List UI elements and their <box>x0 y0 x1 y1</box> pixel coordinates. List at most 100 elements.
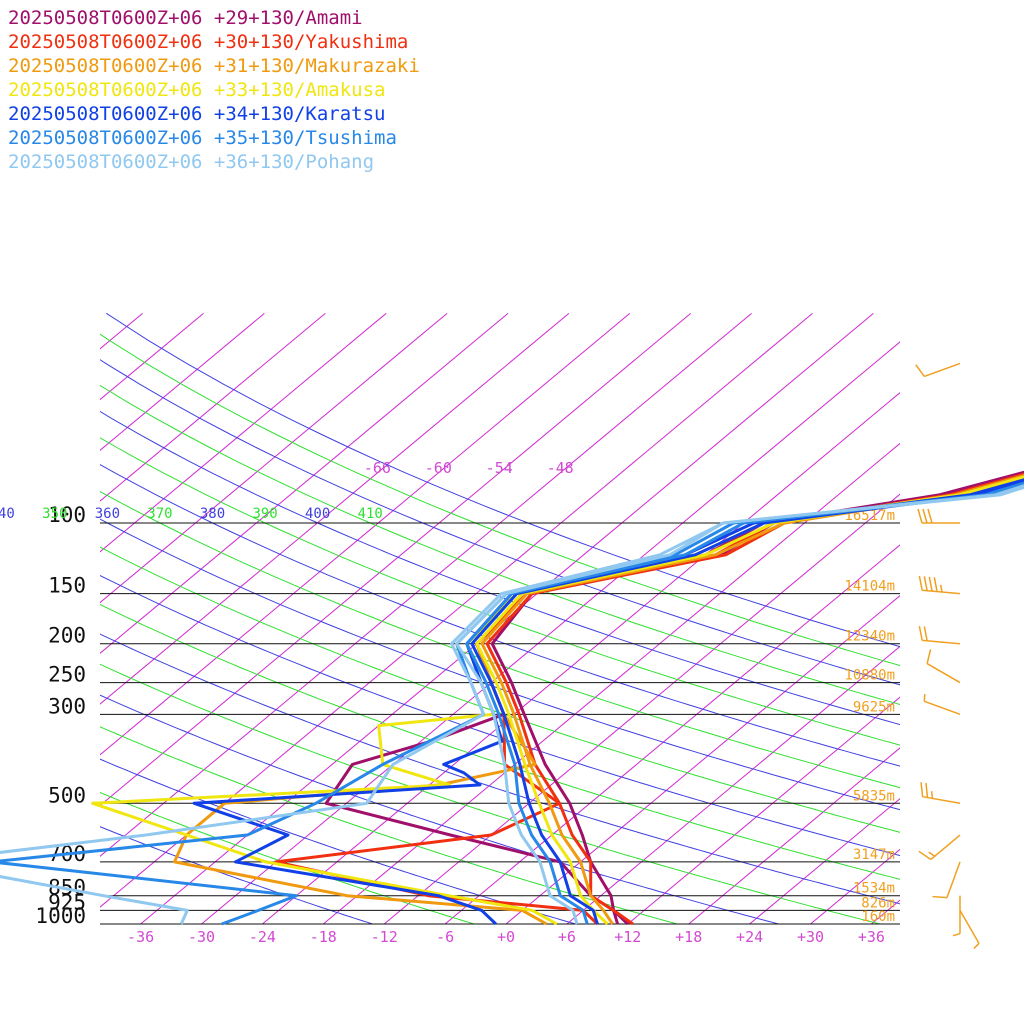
wind-barb-staff <box>930 834 961 861</box>
temperature-tick-labels: -36 -30 -24 -18 -12 -6 +0 +6 +12 +18 +24 +30 +36 <box>127 928 885 946</box>
isotherm-line <box>100 312 265 451</box>
wind-barb-staff <box>926 662 961 684</box>
isotherm-line <box>200 341 900 924</box>
height-label: 826m <box>861 895 895 911</box>
isotherm-line <box>100 312 752 857</box>
pressure-label: 250 <box>48 663 86 687</box>
theta-label: 410 <box>358 506 383 522</box>
wind-barb-feather <box>932 895 948 899</box>
legend-entry: 20250508T0600Z+06 +31+130/Makurazaki <box>8 55 420 77</box>
isotherm-lines <box>100 312 900 924</box>
wind-barb-half-feather <box>930 791 934 799</box>
wind-barb-feather <box>920 782 924 797</box>
height-label: 1534m <box>853 881 895 897</box>
temperature-tick-label: -30 <box>188 928 215 946</box>
temperature-tick-label: +24 <box>736 928 763 946</box>
pressure-label: 200 <box>48 624 86 648</box>
height-label: 3147m <box>853 847 895 863</box>
pressure-label: 300 <box>48 694 86 718</box>
dry-adiabat-line <box>100 663 883 924</box>
wind-barb <box>917 508 960 524</box>
legend-entry: 20250508T0600Z+06 +34+130/Karatsu <box>8 103 386 125</box>
wind-barb-half-feather <box>952 932 961 937</box>
pressure-label: 925 <box>48 890 86 914</box>
isotherm-line <box>383 493 900 924</box>
wind-barb-feather <box>925 782 929 798</box>
isotherm-line <box>100 312 387 553</box>
upper-isotherm-label: -66 <box>364 459 391 477</box>
wind-barb <box>918 625 961 645</box>
wind-barbs <box>915 362 980 950</box>
wind-barb-staff <box>922 639 961 645</box>
temperature-tick-label: +30 <box>797 928 824 946</box>
dewpoint-line <box>0 484 1024 925</box>
wind-barb-half-feather <box>923 694 926 702</box>
pressure-label: 500 <box>48 783 86 807</box>
wind-barb-feather <box>926 649 932 664</box>
theta-label: 390 <box>252 506 277 522</box>
isotherm-line <box>505 595 900 924</box>
isotherm-line <box>870 899 900 924</box>
isotherm-line <box>566 645 900 924</box>
wind-barb-feather <box>933 577 938 592</box>
isotherm-line <box>100 312 326 502</box>
wind-barb-staff <box>924 700 961 716</box>
isotherm-line <box>809 848 900 924</box>
wind-barb <box>959 910 980 950</box>
wind-barb-feather <box>927 508 933 524</box>
wind-barb-staff <box>922 589 961 595</box>
temperature-tick-label: -36 <box>127 928 154 946</box>
wind-barb-half-feather <box>928 851 936 857</box>
wind-barb-staff <box>924 362 961 378</box>
isotherm-line <box>627 696 900 924</box>
temperature-tick-label: -6 <box>436 928 454 946</box>
temperature-tick-label: -12 <box>371 928 398 946</box>
wind-barb <box>923 694 961 716</box>
legend-entry: 20250508T0600Z+06 +35+130/Tsushima <box>8 127 397 149</box>
wind-barb-feather <box>928 576 933 592</box>
legend-entry: 20250508T0600Z+06 +36+130/Pohang <box>8 151 374 173</box>
wind-barb-half-feather <box>973 942 980 950</box>
wind-barb <box>920 782 961 805</box>
isotherm-line <box>322 442 900 924</box>
wind-barb-feather <box>918 850 932 861</box>
legend-entry: 20250508T0600Z+06 +33+130/Amakusa <box>8 79 386 101</box>
wind-barb-staff <box>946 861 961 898</box>
temperature-tick-label: +18 <box>675 928 702 946</box>
wind-barb-feather <box>918 625 923 641</box>
upper-isotherm-label: -54 <box>486 459 513 477</box>
height-label: 9625m <box>853 699 895 715</box>
dry-adiabat-line <box>100 826 375 924</box>
isotherm-line <box>100 312 448 604</box>
wind-barb-feather <box>923 576 928 591</box>
wind-barb-half-feather <box>939 584 943 593</box>
temperature-tick-label: +0 <box>497 928 515 946</box>
pressure-label: 150 <box>48 574 86 598</box>
isotherm-line <box>100 312 570 705</box>
wind-barb <box>918 834 961 861</box>
wind-barb <box>932 861 961 899</box>
isotherm-line <box>100 312 509 654</box>
isotherm-line <box>100 312 692 807</box>
temperature-line <box>465 483 1024 925</box>
isotherm-line <box>100 312 813 908</box>
temperature-tick-label: +6 <box>558 928 576 946</box>
temperature-tick-label: -18 <box>310 928 337 946</box>
wind-barb-staff <box>959 910 980 944</box>
isotherm-line <box>748 798 900 924</box>
height-label: 12340m <box>844 629 895 645</box>
height-label: 10880m <box>844 668 895 684</box>
wind-barb-feather <box>917 508 923 524</box>
theta-label: 340 <box>0 506 15 522</box>
wind-barb <box>952 895 961 937</box>
temperature-line <box>455 485 1024 925</box>
legend-entry: 20250508T0600Z+06 +29+130/Amami <box>8 7 363 29</box>
temperature-tick-label: +12 <box>614 928 641 946</box>
wind-barb-feather <box>922 508 928 524</box>
pressure-label: 1000 <box>35 904 86 928</box>
pressure-level-lines <box>100 522 900 925</box>
legend-entry: 20250508T0600Z+06 +30+130/Yakushima <box>8 31 408 53</box>
wind-barb <box>926 649 961 684</box>
